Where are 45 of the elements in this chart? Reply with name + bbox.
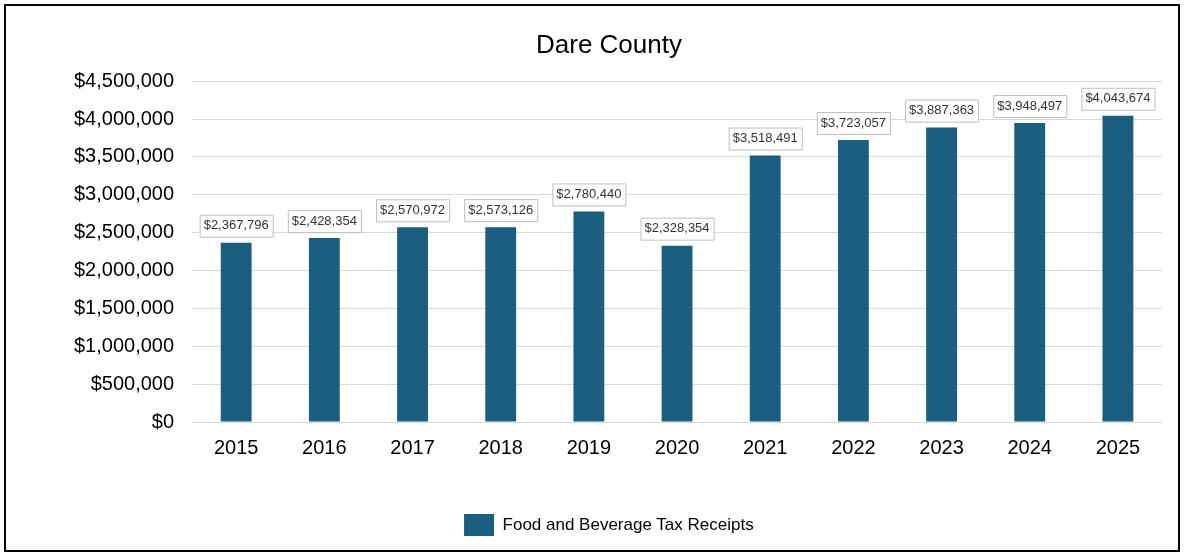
data-label: $2,428,354 (291, 212, 357, 228)
data-label: $3,887,363 (909, 102, 975, 118)
y-tick-label: $2,000,000 (73, 258, 175, 281)
x-tick-label: 2019 (566, 435, 612, 458)
bar (926, 127, 957, 422)
bar (485, 227, 517, 422)
data-label: $2,328,354 (644, 220, 710, 236)
y-tick-label: $0 (151, 409, 175, 432)
data-label: $3,723,057 (820, 114, 886, 130)
data-label: $4,043,674 (1085, 90, 1151, 106)
data-label: $3,518,491 (732, 130, 798, 146)
x-tick-label: 2015 (213, 435, 259, 458)
chart-title: Dare County (536, 28, 682, 59)
data-label: $3,948,497 (997, 97, 1063, 113)
y-tick-label: $3,500,000 (73, 144, 175, 167)
data-label: $2,367,796 (203, 217, 269, 233)
y-tick-label: $4,500,000 (73, 68, 175, 91)
bar (837, 140, 869, 422)
bar (573, 211, 605, 422)
x-tick-label: 2016 (302, 435, 347, 458)
y-tick-label: $3,000,000 (73, 182, 175, 205)
x-tick-label: 2022 (831, 435, 876, 458)
x-tick-label: 2021 (742, 435, 788, 458)
y-tick-label: $2,500,000 (73, 220, 175, 243)
legend-label: Food and Beverage Tax Receipts (502, 514, 754, 534)
bar (308, 238, 340, 422)
y-tick-label: $4,000,000 (73, 106, 175, 129)
x-tick-label: 2017 (390, 435, 435, 458)
x-tick-label: 2024 (1007, 435, 1052, 458)
data-label: $2,570,972 (379, 201, 446, 217)
y-tick-label: $1,500,000 (73, 295, 175, 318)
y-tick-label: $1,000,000 (73, 333, 175, 356)
x-tick-label: 2023 (919, 435, 964, 458)
bar (397, 227, 428, 422)
x-tick-label: 2018 (478, 435, 523, 458)
bar (1102, 115, 1134, 422)
bar (661, 245, 693, 422)
x-tick-label: 2020 (654, 435, 700, 458)
data-label: $2,780,440 (556, 186, 622, 202)
bar (1014, 122, 1046, 422)
bar (749, 155, 781, 422)
x-tick-label: 2025 (1095, 435, 1141, 458)
bar (220, 242, 252, 422)
y-tick-label: $500,000 (90, 371, 175, 394)
data-label: $2,573,126 (468, 201, 534, 217)
